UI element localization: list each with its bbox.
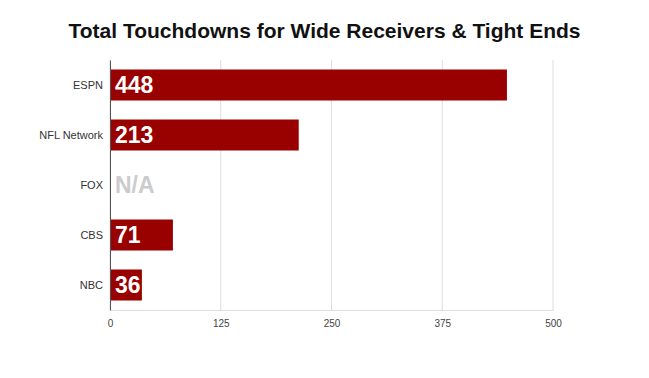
data-labels: 448 213 N/A 71 36 [115,72,155,298]
y-tick: CBS [80,229,110,241]
category-label: FOX [80,179,103,191]
x-tick-label: 0 [108,318,114,329]
category-label: NBC [80,279,103,291]
y-tick: NFL Network [39,129,110,141]
x-axis-line [111,310,554,311]
bar [110,270,142,301]
x-axis: 0 125 250 375 500 [108,310,563,329]
x-tick: 250 [324,310,341,329]
data-label: 213 [115,122,153,148]
bar [110,120,299,151]
data-label: 448 [115,72,154,98]
chart: Total Touchdowns for Wide Receivers & Ti… [0,0,649,378]
bar [110,70,507,101]
x-tick: 375 [434,310,451,329]
x-tick: 125 [213,310,230,329]
y-tick: FOX [80,179,110,191]
category-label: NFL Network [39,129,103,141]
x-tick-label: 125 [213,318,230,329]
grid [110,60,553,310]
y-tick: NBC [80,279,110,291]
title: Total Touchdowns for Wide Receivers & Ti… [68,19,580,42]
data-label: 36 [115,272,141,298]
x-tick: 500 [545,310,562,329]
bars [110,70,507,301]
x-tick-label: 375 [434,318,451,329]
data-label: 71 [115,222,141,248]
grid-line [553,60,554,310]
y-tick: ESPN [73,79,110,91]
bar [110,220,173,251]
category-label: CBS [80,229,103,241]
y-axis-line [110,61,111,311]
category-label: ESPN [73,79,103,91]
y-axis: ESPN NFL Network FOX CBS NBC [39,61,110,311]
x-tick: 0 [108,310,114,329]
x-tick-label: 500 [545,318,562,329]
x-tick-label: 250 [324,318,341,329]
grid-line [110,60,111,310]
data-label: N/A [115,172,155,198]
